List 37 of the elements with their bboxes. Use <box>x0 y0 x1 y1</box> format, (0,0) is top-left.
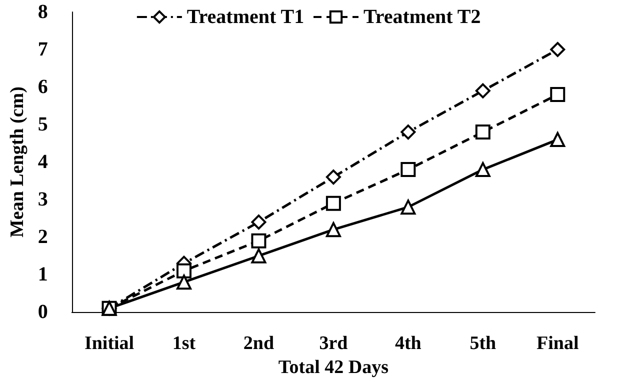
x-axis-title: Total 42 Days <box>278 357 389 378</box>
point <box>400 200 416 215</box>
x-tick-label: Initial <box>84 333 134 354</box>
point <box>475 162 490 178</box>
point <box>176 263 192 278</box>
point <box>550 132 566 148</box>
point <box>326 170 341 185</box>
y-tick-label: 4 <box>38 151 48 174</box>
point <box>550 42 566 58</box>
point <box>400 124 416 140</box>
y-tick-label: 2 <box>38 226 48 248</box>
y-tick-label: 8 <box>38 1 48 23</box>
x-tick-label: Final <box>536 333 579 354</box>
point <box>326 196 341 211</box>
y-tick-label: 6 <box>38 76 48 98</box>
x-tick-label: 5th <box>470 333 497 354</box>
y-tick-label: 7 <box>38 38 48 61</box>
point <box>251 248 266 264</box>
point <box>475 124 490 140</box>
y-axis-title: Mean Length (cm) <box>7 86 28 238</box>
y-tick-label: 0 <box>38 301 48 324</box>
y-tick-label: 5 <box>38 114 48 136</box>
legend-label: Treatment T1 <box>186 6 304 28</box>
legend-label: Treatment T2 <box>364 6 481 28</box>
point <box>326 222 341 238</box>
point <box>176 274 192 290</box>
point <box>400 162 416 178</box>
point <box>550 87 566 102</box>
point <box>251 233 266 248</box>
point <box>251 214 266 230</box>
y-tick-label: 3 <box>38 188 48 211</box>
x-tick-label: 4th <box>394 333 422 354</box>
x-tick-label: 1st <box>172 333 196 354</box>
point <box>475 83 490 98</box>
y-tick-label: 1 <box>38 264 48 286</box>
x-tick-label: 3rd <box>319 333 348 354</box>
x-tick-label: 2nd <box>243 333 274 354</box>
